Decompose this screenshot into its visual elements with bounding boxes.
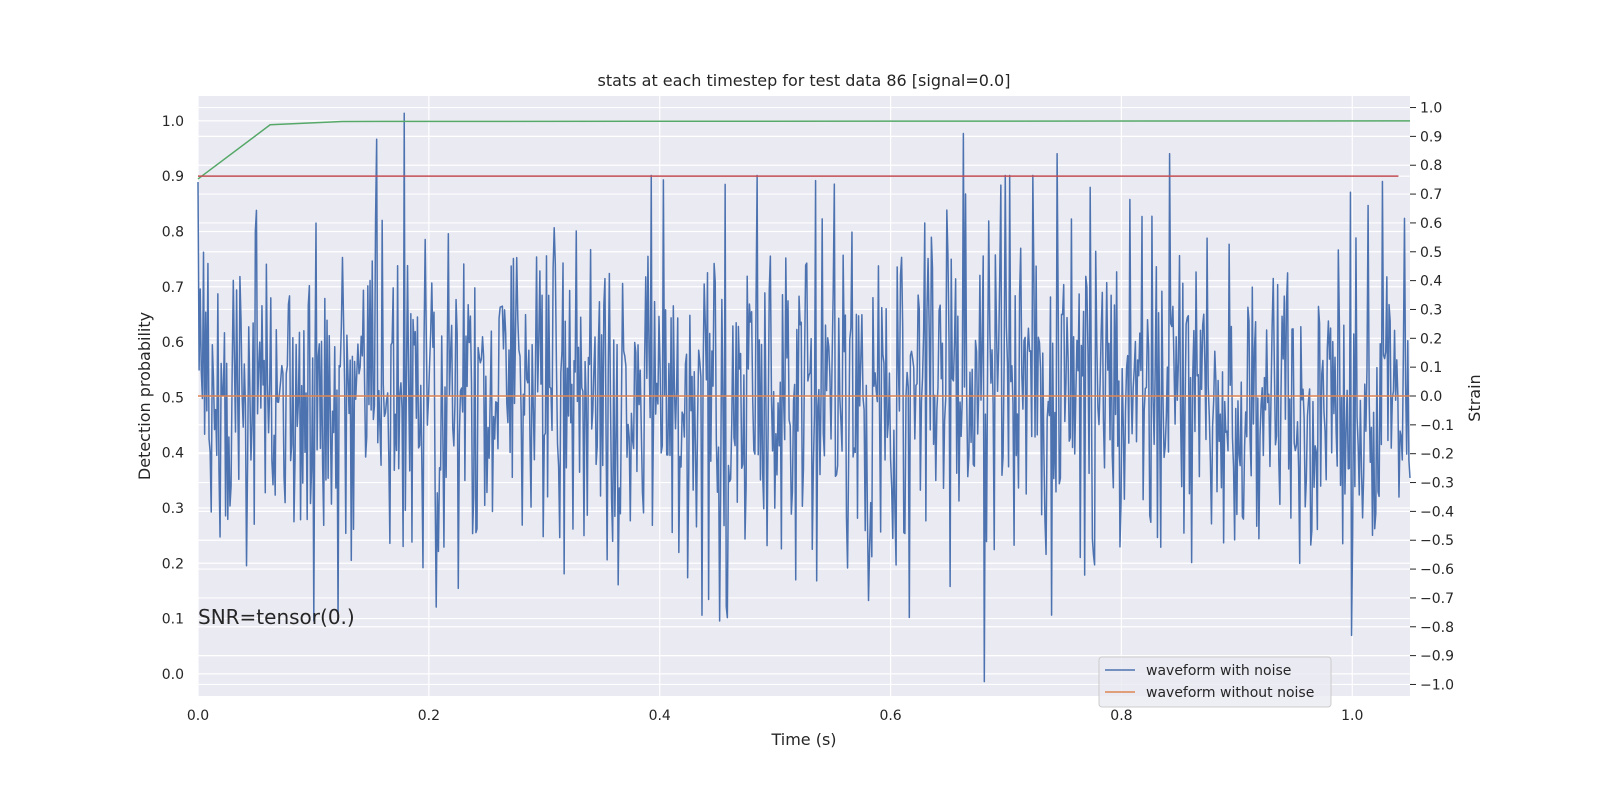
y-right-tick-label: 0.6	[1420, 216, 1442, 232]
y-left-tick-label: 0.1	[162, 612, 184, 628]
y-right-tick-label: 0.1	[1420, 360, 1442, 376]
x-tick-label: 0.2	[418, 708, 440, 724]
legend-label-waveform-with-noise: waveform with noise	[1146, 663, 1291, 679]
x-axis-label: Time (s)	[770, 730, 836, 749]
x-tick-label: 1.0	[1341, 708, 1363, 724]
series-layer	[197, 112, 1411, 683]
y-axis-label-right: Strain	[1465, 374, 1484, 421]
y-left-tick-label: 1.0	[162, 114, 184, 130]
x-tick-label: 0.6	[879, 708, 901, 724]
y-left-tick-label: 0.3	[162, 501, 184, 517]
y-left-tick-label: 0.2	[162, 556, 184, 572]
y-left-tick-label: 0.4	[162, 446, 184, 462]
y-right-tick-label: 0.8	[1420, 158, 1442, 174]
snr-annotation: SNR=tensor(0.)	[198, 605, 355, 629]
y-right-tick-label: −0.4	[1420, 504, 1454, 520]
y-right-tick-label: −0.1	[1420, 418, 1454, 434]
legend-box	[1098, 656, 1332, 708]
y-axis-label-left: Detection probability	[135, 312, 154, 480]
y-left-tick-label: 0.8	[162, 224, 184, 240]
chart-title: stats at each timestep for test data 86 …	[598, 71, 1011, 90]
y-right-tick-label: −1.0	[1420, 677, 1454, 693]
y-right-tick-label: 0.0	[1420, 389, 1442, 405]
legend: waveform with noise waveform without noi…	[1098, 656, 1332, 708]
y-right-tick-label: −0.8	[1420, 620, 1454, 636]
y-left-tick-label: 0.5	[162, 390, 184, 406]
y-right-tick-label: −0.5	[1420, 533, 1454, 549]
y-right-tick-label: 0.7	[1420, 187, 1442, 203]
ticks: 0.0 0.2 0.4 0.6 0.8 1.0 0.0 0.1 0.2 0.3 0.4 0.5 0.6 0…	[162, 101, 1454, 724]
y-right-tick-label: −0.6	[1420, 562, 1454, 578]
series-line-series-2	[197, 120, 1411, 180]
y-right-tick-label: 0.4	[1420, 274, 1442, 290]
y-left-tick-label: 0.0	[162, 667, 184, 683]
series-line-waveform-with-noise	[197, 112, 1411, 683]
y-left-tick-label: 0.6	[162, 335, 184, 351]
y-left-tick-label: 0.7	[162, 280, 184, 296]
y-right-tick-label: −0.9	[1420, 649, 1454, 665]
y-right-tick-label: 1.0	[1420, 101, 1442, 117]
x-tick-label: 0.0	[187, 708, 209, 724]
y-right-tick-label: −0.7	[1420, 591, 1454, 607]
y-right-tick-label: 0.9	[1420, 129, 1442, 145]
legend-label-waveform-without-noise: waveform without noise	[1146, 685, 1314, 701]
y-right-tick-label: 0.3	[1420, 302, 1442, 318]
x-tick-label: 0.4	[649, 708, 671, 724]
y-right-tick-label: −0.2	[1420, 447, 1454, 463]
y-right-tick-label: 0.2	[1420, 331, 1442, 347]
x-tick-label: 0.8	[1110, 708, 1132, 724]
y-right-tick-label: −0.3	[1420, 476, 1454, 492]
y-right-tick-label: 0.5	[1420, 245, 1442, 261]
y-left-tick-label: 0.9	[162, 169, 184, 185]
